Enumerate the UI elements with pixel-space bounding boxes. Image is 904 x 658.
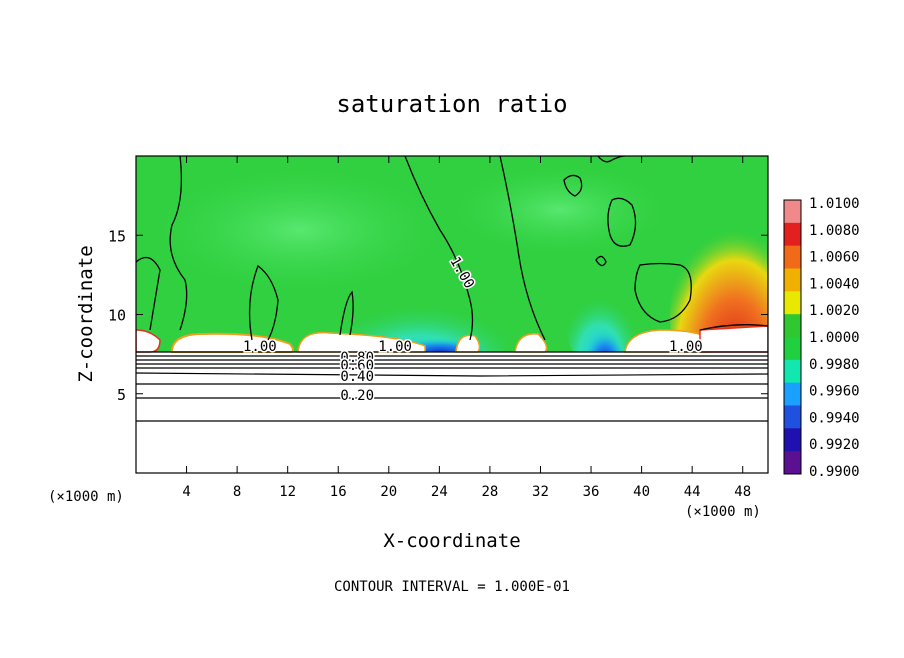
- x-tick-label: 48: [734, 484, 751, 500]
- cloud-blob: [297, 331, 426, 353]
- x-tick-label: 28: [481, 484, 498, 500]
- contour-label: 0.80: [340, 350, 374, 366]
- colorbar-swatch: [784, 222, 801, 247]
- colorbar-swatch: [784, 359, 801, 384]
- subsaturated-region: [136, 352, 768, 473]
- contour-label: 1.00: [378, 339, 412, 355]
- contour-label: 0.60: [340, 358, 374, 374]
- x-tick-label: 8: [233, 484, 241, 500]
- x-tick-label: 40: [633, 484, 650, 500]
- cloud-blob: [455, 334, 481, 353]
- x-tick-label: 32: [532, 484, 549, 500]
- y-tick-label: 5: [117, 386, 126, 404]
- x-tick-label: 44: [684, 484, 701, 500]
- colorbar-swatch: [784, 428, 801, 452]
- y-tick-label: 10: [108, 307, 126, 325]
- colorbar-swatch: [784, 291, 801, 315]
- colorbar-label: 1.0020: [809, 303, 860, 319]
- cloud-blob: [699, 325, 768, 353]
- cloud-blob: [514, 333, 548, 353]
- x-tick-label: 24: [431, 484, 448, 500]
- colorbar-label: 0.9940: [809, 410, 860, 426]
- colorbar-label: 1.0040: [809, 276, 860, 292]
- colorbar-swatch: [784, 200, 801, 224]
- colorbar-swatch: [784, 245, 801, 269]
- colorbar-label: 0.9960: [809, 384, 860, 400]
- colorbar-swatch: [784, 405, 801, 429]
- colorbar-swatch: [784, 451, 801, 475]
- x-tick-label: 4: [182, 484, 190, 500]
- x-tick-label: 16: [330, 484, 347, 500]
- colorbar: 1.0100 1.0080 1.0060 1.0040 1.0020 1.0000 0.99…: [783, 196, 860, 480]
- colorbar-swatch: [784, 314, 801, 338]
- x-tick-label: 12: [279, 484, 296, 500]
- colorbar-label: 1.0100: [809, 196, 860, 212]
- chart-title: saturation ratio: [336, 90, 567, 118]
- x-unit-left: (×1000 m): [48, 489, 124, 505]
- colorbar-label: 0.9980: [809, 357, 860, 373]
- colorbar-label: 1.0080: [809, 223, 860, 239]
- contour-label: 0.20: [340, 388, 374, 404]
- colorbar-swatch: [784, 268, 801, 292]
- light-region: [440, 160, 680, 260]
- colorbar-label: 1.0000: [809, 330, 860, 346]
- light-region: [140, 160, 460, 300]
- x-tick-label: 20: [380, 484, 397, 500]
- x-axis-ticks: 4 8 12 16 20 24 28 32 36 40 44 48: [182, 156, 751, 500]
- contour-label: 1.00: [669, 339, 703, 355]
- x-axis-label: X-coordinate: [383, 530, 520, 552]
- y-tick-label: 15: [108, 227, 126, 245]
- contour-label: 0.40: [340, 369, 374, 385]
- contour-lines: [136, 156, 768, 341]
- plot-area: [136, 156, 768, 473]
- cloud-blob: [170, 332, 294, 353]
- layer-contours: [136, 351, 768, 422]
- y-axis-label: Z-coordinate: [75, 245, 97, 382]
- contour-label: 1.00: [243, 339, 277, 355]
- colorbar-swatch: [784, 382, 801, 406]
- x-unit-right: (×1000 m): [685, 504, 761, 520]
- colorbar-label: 0.9900: [809, 464, 860, 480]
- colorbar-swatch: [784, 337, 801, 361]
- contour-interval-note: CONTOUR INTERVAL = 1.000E-01: [334, 579, 570, 595]
- colorbar-label: 1.0060: [809, 250, 860, 266]
- y-axis-ticks: 5 10 15: [108, 227, 768, 404]
- colorbar-label: 0.9920: [809, 437, 860, 453]
- colorbar-frame: [783, 199, 802, 475]
- x-tick-label: 36: [583, 484, 600, 500]
